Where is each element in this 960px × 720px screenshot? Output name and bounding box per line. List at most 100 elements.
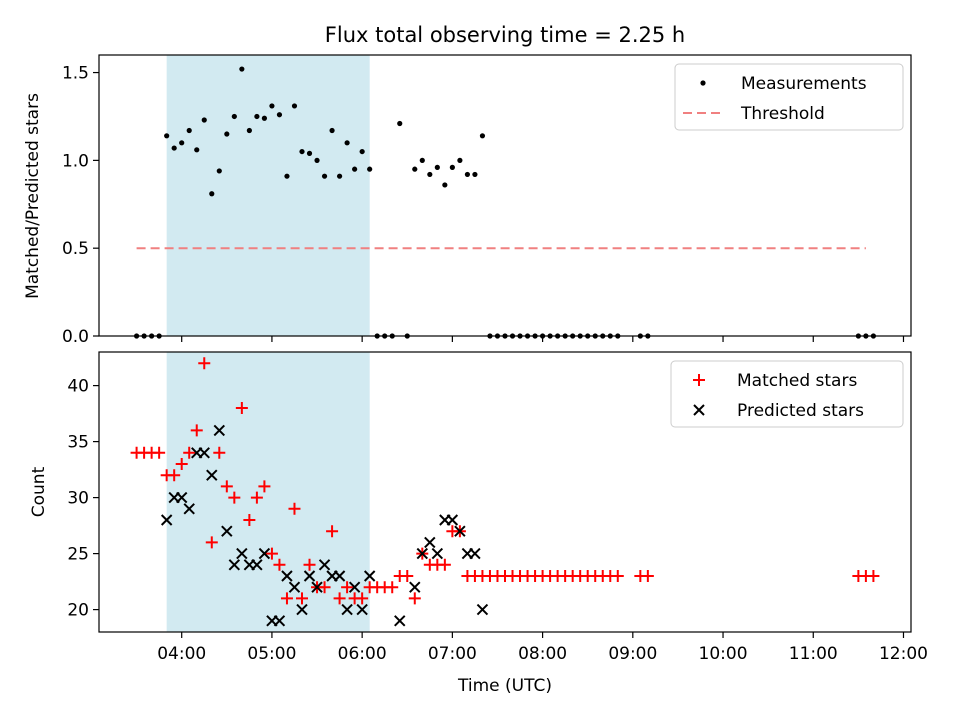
predicted-star-point <box>446 514 459 526</box>
legend-entry-label: Measurements <box>741 74 867 94</box>
measurement-point <box>164 133 170 139</box>
measurement-point <box>269 103 275 109</box>
predicted-star-point <box>251 559 263 571</box>
measurement-point <box>397 120 403 127</box>
matched-star-point <box>641 570 654 582</box>
predicted-star-point <box>273 615 286 627</box>
x-tick-label: 09:00 <box>608 644 657 664</box>
measurement-point <box>261 115 268 121</box>
matched-star-point <box>168 469 181 482</box>
measurement-point <box>479 133 486 139</box>
predicted-star-point <box>318 559 331 571</box>
matched-star-point <box>401 570 414 582</box>
measurement-point <box>427 171 433 178</box>
predicted-star-point <box>236 547 248 560</box>
y-tick-label: 20 <box>67 601 89 621</box>
legend-entry-label: Matched stars <box>737 371 857 391</box>
matched-star-point <box>198 357 211 370</box>
matched-star-point <box>296 592 308 605</box>
matched-star-point <box>235 402 248 414</box>
y-axis-label-count: Count <box>29 466 49 517</box>
predicted-star-point <box>348 581 361 593</box>
matched-star-point <box>326 525 339 538</box>
matched-star-point <box>386 581 399 594</box>
measurement-point <box>276 112 283 118</box>
matched-star-point <box>153 446 166 459</box>
predicted-star-point <box>258 547 271 560</box>
predicted-star-point <box>213 424 226 437</box>
measurement-point <box>284 173 290 179</box>
measurement-point <box>171 145 177 151</box>
measurement-point <box>314 157 320 163</box>
matched-star-point <box>213 446 226 459</box>
measurement-point <box>321 173 328 179</box>
predicted-star-point <box>424 536 436 549</box>
measurement-point <box>472 171 478 178</box>
measurement-point <box>186 127 192 134</box>
x-tick-label: 12:00 <box>879 644 928 664</box>
predicted-star-point <box>160 514 173 526</box>
predicted-star-point <box>409 581 421 593</box>
predicted-star-point <box>198 447 210 459</box>
predicted-star-point <box>454 525 466 537</box>
measurement-point <box>239 66 245 72</box>
measurement-point <box>434 164 440 170</box>
matched-star-point <box>280 592 293 605</box>
x-tick-label: 04:00 <box>157 644 206 664</box>
predicted-star-point <box>431 547 444 560</box>
predicted-star-point <box>175 491 188 504</box>
predicted-star-point <box>303 570 316 582</box>
y-tick-label: 25 <box>67 545 89 565</box>
matched-star-point <box>190 424 203 437</box>
x-axis-label: Time (UTC) <box>457 676 552 696</box>
y-tick-label: 0.0 <box>62 327 89 347</box>
matched-star-point <box>183 446 196 459</box>
matched-star-point <box>265 547 278 560</box>
panel-counts: 20 25 30 35 40 04:00 05:00 06:00 07:00 08:00 09:00… <box>67 351 928 664</box>
matched-star-point <box>288 502 301 515</box>
matched-star-point <box>408 592 421 605</box>
measurement-point <box>216 168 222 174</box>
measurement-point <box>336 173 343 179</box>
matched-star-point <box>228 491 241 504</box>
measurement-point <box>352 166 358 172</box>
matched-star-point <box>220 480 233 493</box>
measurement-point <box>419 157 425 163</box>
y-tick-label: 30 <box>67 489 89 509</box>
shaded-interval <box>166 352 370 632</box>
predicted-star-point <box>228 559 241 571</box>
measurement-point <box>367 166 373 172</box>
matched-star-point <box>611 570 624 582</box>
predicted-star-point <box>363 570 376 582</box>
x-tick-label: 07:00 <box>428 644 477 664</box>
matched-star-point <box>175 458 188 470</box>
chart-title: Flux total observing time = 2.25 h <box>325 23 685 47</box>
measurement-point <box>179 140 185 146</box>
predicted-star-point <box>183 503 195 515</box>
measurement-point <box>306 150 313 156</box>
predicted-star-point <box>288 581 301 593</box>
matched-star-point <box>303 558 316 571</box>
measurement-point <box>194 147 200 153</box>
matched-star-point <box>243 514 256 526</box>
axes-frame <box>98 351 912 633</box>
measurement-point <box>231 113 237 120</box>
measurement-point <box>412 166 418 172</box>
measurement-point <box>291 103 298 109</box>
x-tick-label: 05:00 <box>247 644 296 664</box>
predicted-star-point <box>476 603 489 616</box>
matched-star-point <box>333 592 346 605</box>
axes-frame <box>98 54 912 337</box>
matched-star-point <box>867 570 880 582</box>
panel-ratio: 0.0 0.5 1.0 1.5 Measurements Threshold <box>62 54 912 347</box>
legend-box <box>670 360 904 428</box>
predicted-star-point <box>333 570 346 582</box>
x-tick-label: 11:00 <box>789 644 838 664</box>
matched-star-point <box>341 581 354 594</box>
matched-star-point <box>205 536 218 549</box>
measurement-point <box>254 113 260 120</box>
legend-entry-label: Threshold <box>740 104 825 124</box>
measurement-point <box>344 140 350 146</box>
measurement-point <box>299 148 305 155</box>
